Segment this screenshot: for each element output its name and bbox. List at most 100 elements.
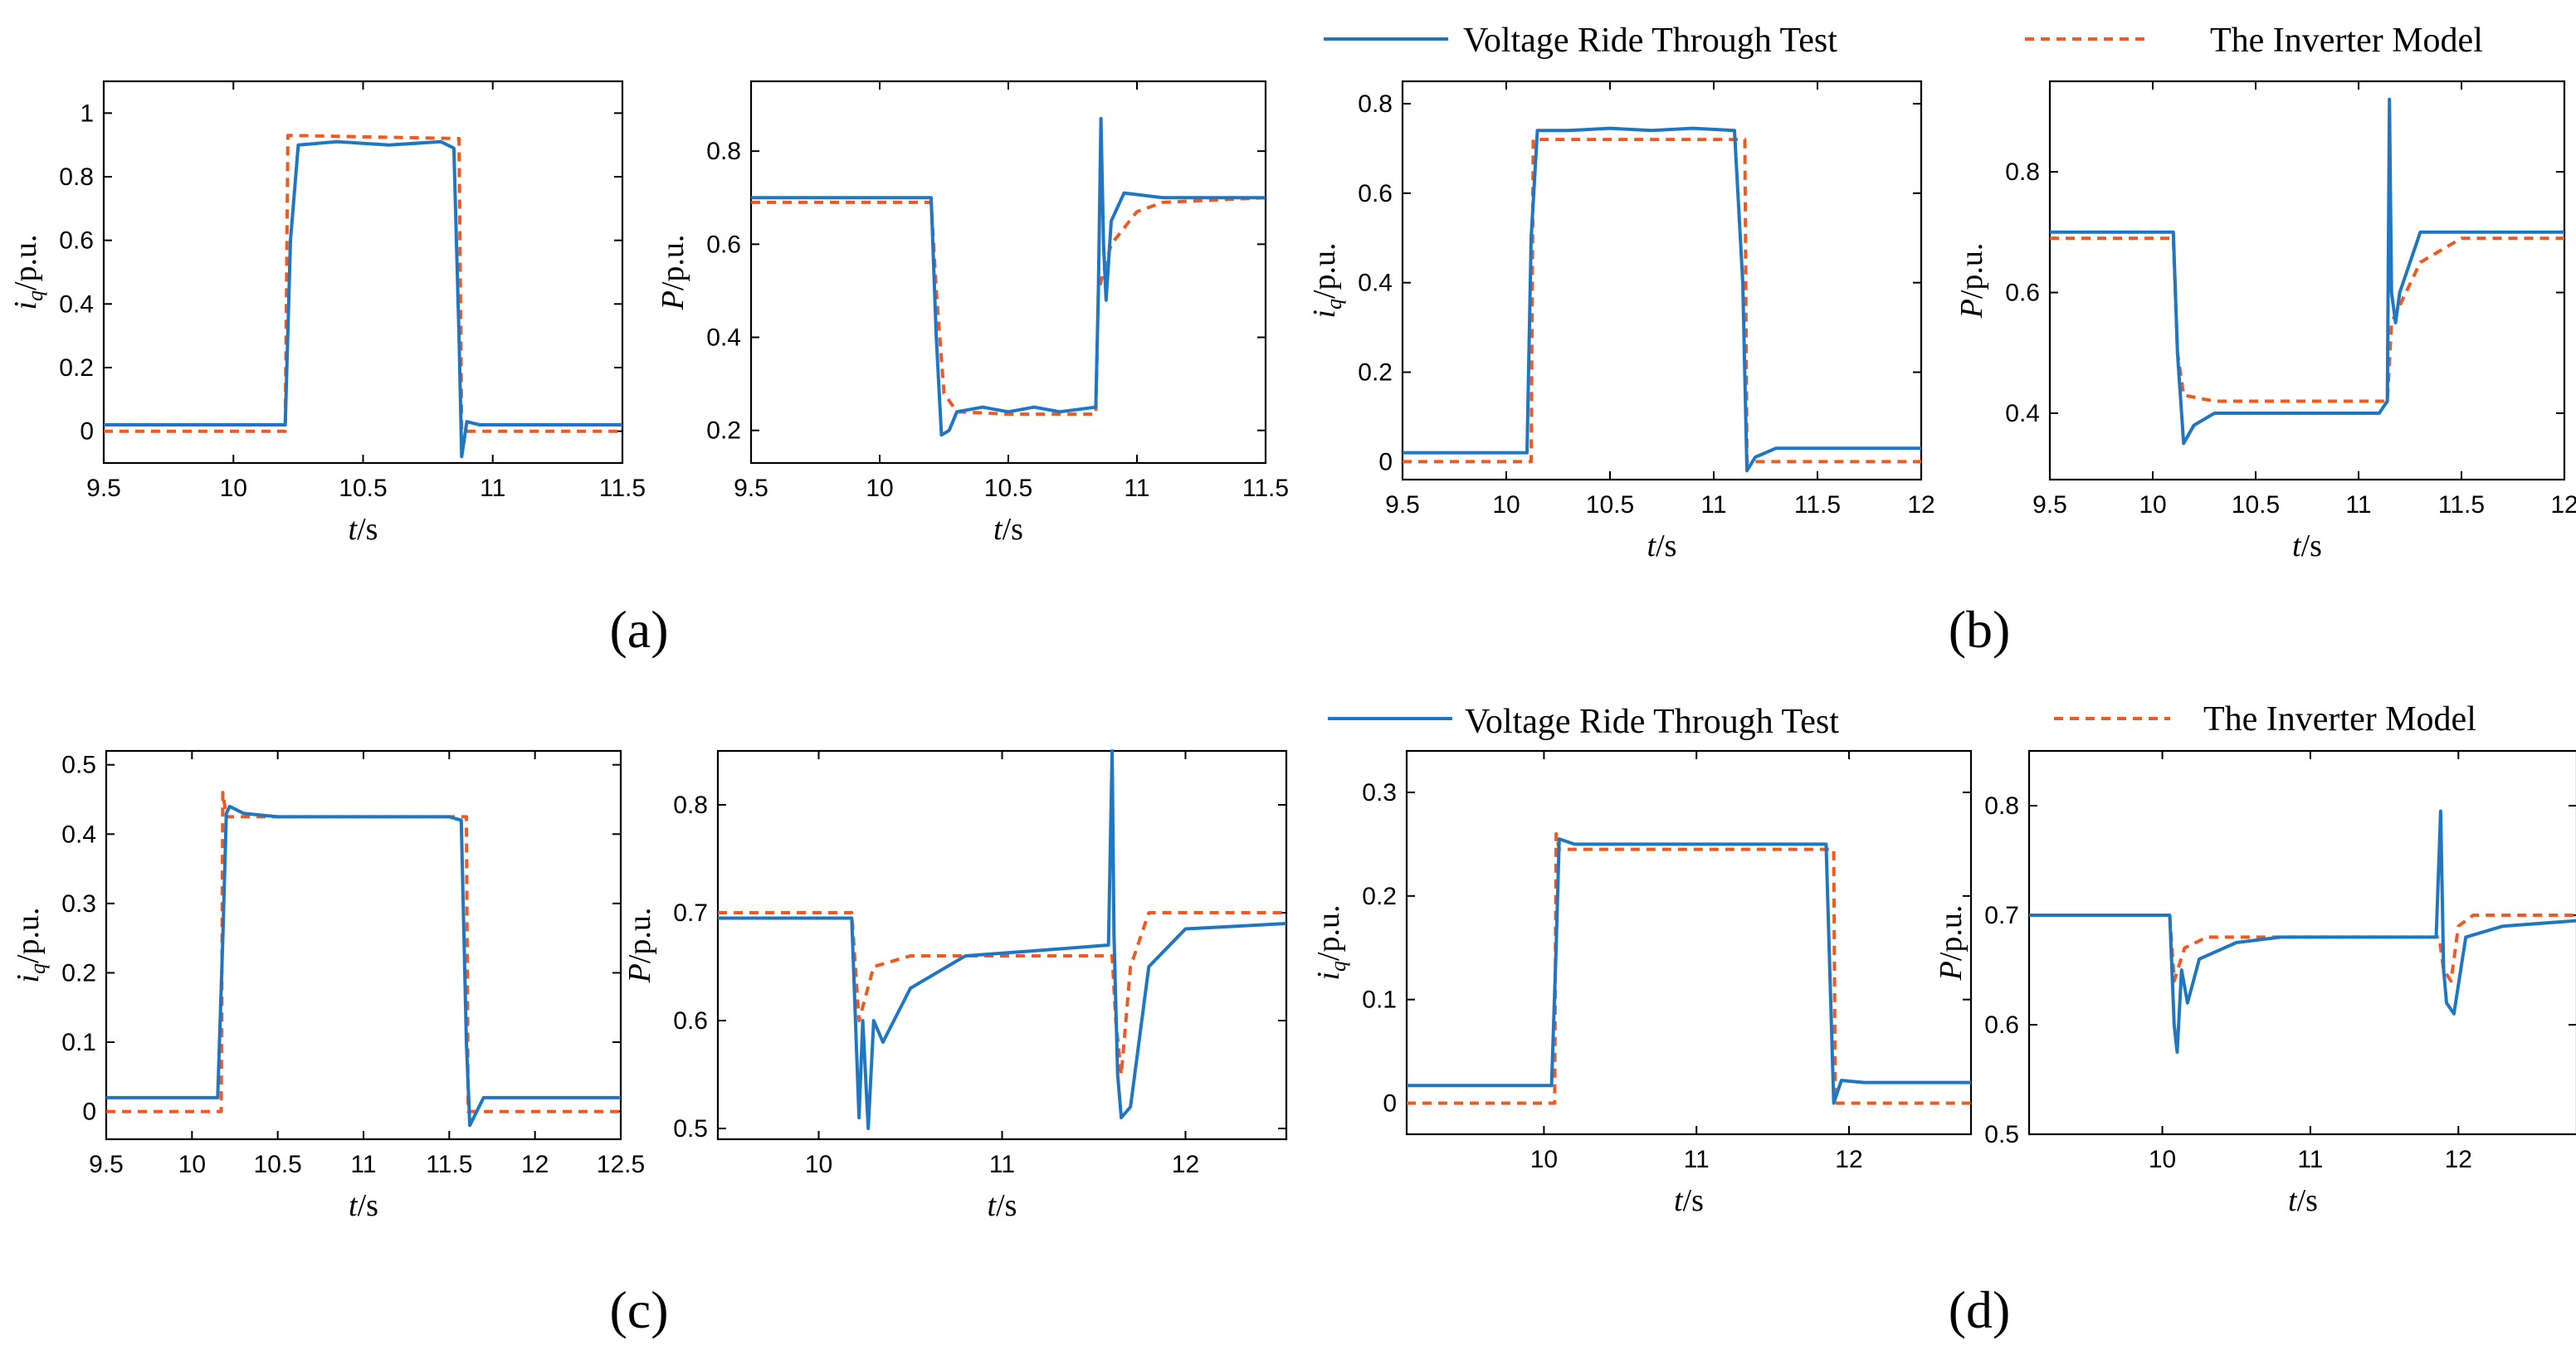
series-line-test: [751, 116, 1266, 437]
x-tick-label: 11: [2345, 491, 2371, 519]
y-tick-label: 1: [80, 100, 94, 127]
y-tick-label: 0.4: [706, 324, 741, 352]
y-tick-label: 0: [80, 418, 94, 446]
y-tick-label: 0.5: [61, 752, 96, 779]
x-tick-label: 10: [866, 475, 893, 502]
x-tick-label: 10.5: [1586, 491, 1634, 519]
x-tick-label: 9.5: [86, 475, 121, 502]
series-line-test: [106, 804, 621, 1128]
y-tick-label: 0.6: [2005, 280, 2040, 307]
plot-area: [1401, 80, 1923, 481]
x-tick-label: 10: [220, 475, 247, 502]
series-line-model: [1403, 138, 1921, 464]
x-tick-label: 12: [521, 1151, 549, 1178]
caption-c: (c): [609, 1280, 668, 1339]
plot-area: [1405, 749, 1973, 1136]
legend-top-test-label: Voltage Ride Through Test: [1463, 22, 1837, 60]
series-line-test: [1407, 837, 1971, 1105]
y-tick-label: 0.3: [1362, 779, 1397, 807]
x-tick-label: 11: [480, 475, 505, 502]
x-tick-label: 12: [1835, 1146, 1862, 1173]
y-tick-label: 0.1: [61, 1029, 96, 1056]
x-tick-label: 11: [350, 1151, 376, 1178]
chart-panel-b-iq: 9.5 10 10.5 11 11.5 12 0 0.2 0.4 0.6 0.8 t/s iq/p.u.: [1307, 80, 1935, 563]
y-tick-label: 0.7: [673, 899, 708, 927]
caption-d: (d): [1949, 1280, 2011, 1339]
y-tick-label: 0.4: [2005, 400, 2040, 427]
x-axis-label: t/s: [988, 1188, 1017, 1223]
x-tick-label: 10.5: [2232, 491, 2280, 519]
legend-top-model-label: The Inverter Model: [2210, 22, 2483, 60]
plot-area: [2027, 749, 2576, 1136]
y-tick-label: 0: [1378, 448, 1393, 475]
x-axis-label: t/s: [2292, 529, 2322, 563]
y-axis-label: P/p.u.: [1934, 905, 1969, 982]
series-line-test: [718, 749, 1287, 1130]
x-tick-label: 12: [2445, 1146, 2472, 1173]
x-tick-label: 12: [1172, 1151, 1199, 1178]
y-tick-label: 0.8: [673, 792, 708, 819]
y-tick-label: 0.4: [1358, 270, 1393, 297]
plot-area: [2048, 80, 2566, 481]
y-tick-label: 0.2: [1358, 359, 1393, 387]
y-axis-label: iq/p.u.: [8, 234, 47, 309]
x-tick-label: 10.5: [339, 475, 387, 502]
chart-panel-b-P: 9.5 10 10.5 11 11.5 12 0.4 0.6 0.8 t/s P/p.u.: [1954, 80, 2576, 563]
y-axis-label: P/p.u.: [656, 235, 690, 311]
series-line-model: [104, 134, 622, 433]
chart-panel-d-iq: 10 11 12 0 0.1 0.2 0.3 t/s iq/p.u.: [1311, 749, 1973, 1218]
y-tick-label: 0.8: [2005, 158, 2040, 186]
legend-bottom-test-label: Voltage Ride Through Test: [1465, 703, 1839, 741]
x-axis-label: t/s: [2288, 1183, 2318, 1218]
series-line-test: [2029, 809, 2576, 1054]
y-tick-label: 0.4: [61, 821, 96, 848]
x-tick-label: 11.5: [1794, 491, 1841, 519]
y-tick-label: 0.6: [1358, 180, 1393, 207]
x-tick-label: 11: [1124, 475, 1149, 502]
y-tick-label: 0.6: [1984, 1011, 2019, 1039]
caption-a: (a): [609, 600, 668, 659]
y-tick-label: 0.4: [59, 290, 94, 318]
x-tick-label: 12.5: [597, 1151, 645, 1178]
x-tick-label: 11: [1700, 491, 1726, 519]
y-tick-label: 0.8: [1984, 792, 2019, 820]
chart-panel-c-iq: 9.5 10 10.5 11 11.5 12 12.5 0 0.1 0.2 0.3 0.4 0.5 t/s…: [11, 749, 645, 1223]
x-tick-label: 10: [805, 1151, 832, 1178]
y-tick-label: 0.2: [59, 354, 94, 382]
x-tick-label: 11.5: [426, 1151, 472, 1178]
y-tick-label: 0.1: [1362, 987, 1397, 1014]
y-tick-label: 0.5: [673, 1115, 708, 1143]
plot-area: [716, 749, 1288, 1141]
y-axis-label: iq/p.u.: [1307, 242, 1346, 318]
x-tick-label: 10: [1492, 491, 1520, 519]
chart-panel-c-P: 10 11 12 0.5 0.6 0.7 0.8 t/s P/p.u.: [622, 749, 1288, 1223]
x-tick-label: 10: [2149, 1146, 2176, 1173]
series-line-test: [1403, 126, 1921, 473]
y-tick-label: 0.3: [61, 890, 96, 918]
x-tick-label: 10: [1530, 1146, 1558, 1173]
chart-panel-a-P: 9.5 10 10.5 11 11.5 0.2 0.4 0.6 0.8 t/s P/p.u.: [656, 80, 1289, 547]
x-tick-label: 12: [1907, 491, 1934, 519]
x-axis-label: t/s: [993, 512, 1023, 547]
y-tick-label: 0.6: [673, 1007, 708, 1035]
x-tick-label: 11.5: [599, 475, 646, 502]
x-tick-label: 10: [178, 1151, 206, 1178]
y-tick-label: 0: [1383, 1090, 1397, 1118]
y-axis-label: P/p.u.: [1954, 243, 1989, 319]
x-tick-label: 11.5: [2438, 491, 2485, 519]
y-tick-label: 0.8: [706, 138, 741, 165]
y-tick-label: 0.8: [1358, 90, 1393, 118]
legend-bottom-model-label: The Inverter Model: [2203, 700, 2476, 738]
legend-bottom: Voltage Ride Through Test The Inverter M…: [1328, 700, 2476, 741]
x-tick-label: 10.5: [984, 475, 1032, 502]
y-tick-label: 0.6: [706, 231, 741, 258]
y-tick-label: 0.8: [59, 163, 94, 191]
x-tick-label: 11.5: [1242, 475, 1289, 502]
y-tick-label: 0.7: [1984, 902, 2019, 929]
plot-area: [749, 80, 1267, 465]
x-tick-label: 9.5: [734, 475, 768, 502]
x-tick-label: 9.5: [89, 1151, 124, 1178]
x-tick-label: 10: [2139, 491, 2166, 519]
x-axis-label: t/s: [1647, 529, 1677, 563]
